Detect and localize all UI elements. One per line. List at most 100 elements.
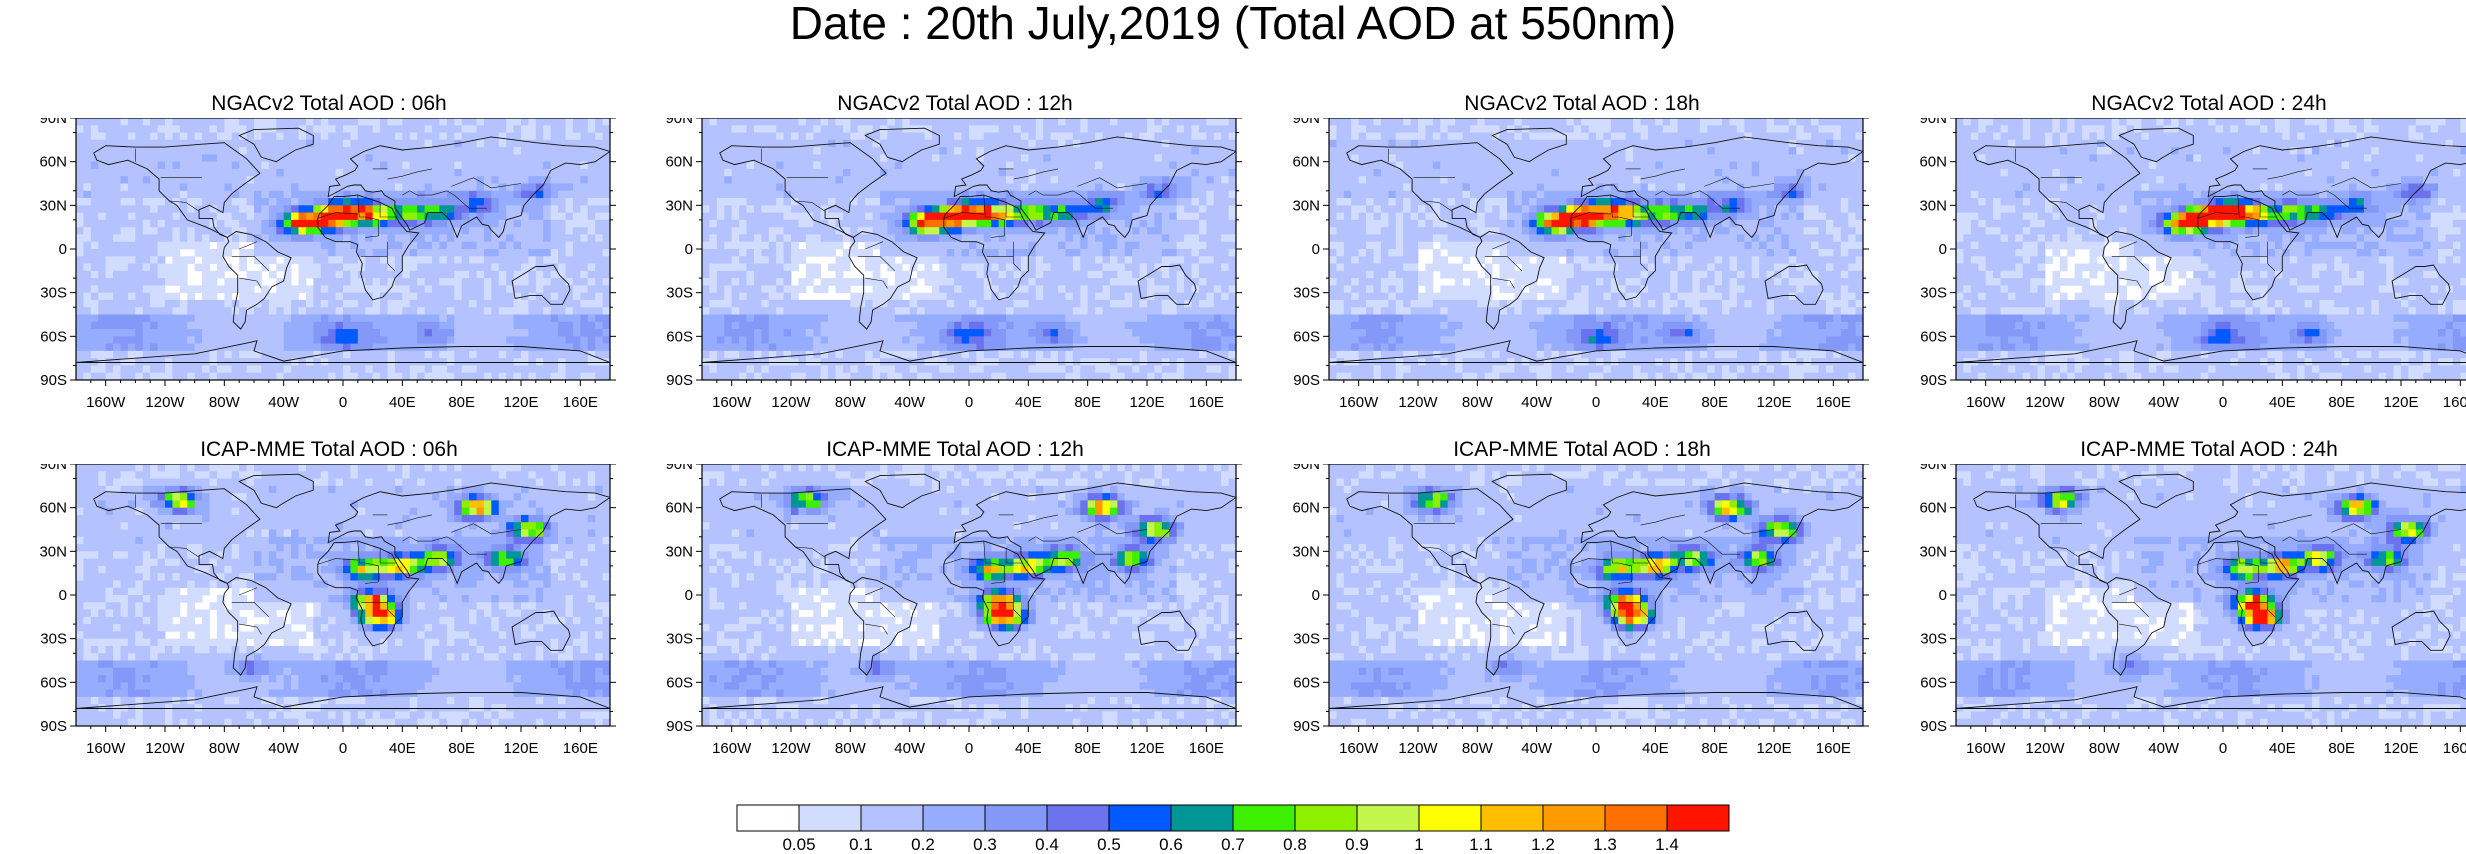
lon-tick-label: 160E <box>2443 394 2466 411</box>
lon-tick-label: 0 <box>965 740 973 757</box>
lat-tick-label: 90S <box>666 372 693 389</box>
colorbar-label: 0.7 <box>1221 835 1245 852</box>
lon-tick-label: 120E <box>1129 394 1164 411</box>
lat-tick-label: 30S <box>1293 285 1320 302</box>
lat-tick-label: 30N <box>39 197 67 214</box>
lat-tick-label: 90S <box>1920 718 1947 735</box>
lon-tick-label: 120E <box>1129 740 1164 757</box>
aod-field <box>1956 118 2466 380</box>
lon-tick-label: 120E <box>1756 394 1791 411</box>
lon-tick-label: 80W <box>2089 394 2121 411</box>
colorbar-swatch <box>984 804 1048 832</box>
lon-tick-label: 80W <box>1462 740 1494 757</box>
lon-tick-label: 120W <box>2025 394 2065 411</box>
lon-tick-label: 40E <box>1642 740 1669 757</box>
colorbar-swatch <box>1232 804 1296 832</box>
map-panel: NGACv2 Total AOD : 18h 90N 60N 30N 0 30S 60S 90… <box>1283 92 1903 434</box>
lon-tick-label: 160E <box>2443 740 2466 757</box>
coastlines <box>1329 473 1863 709</box>
lat-tick-label: 60S <box>666 674 693 691</box>
lat-tick-label: 30N <box>665 543 693 560</box>
panel-title: NGACv2 Total AOD : 24h <box>1942 92 2466 116</box>
coastlines <box>1956 473 2466 709</box>
lon-tick-label: 160W <box>1339 394 1379 411</box>
lon-tick-label: 40E <box>1642 394 1669 411</box>
lon-tick-label: 120E <box>1756 740 1791 757</box>
world-map: 90N 60N 30N 0 30S 60S 90S 160W 120W 80W 40W 0 40E 80E… <box>1919 464 2466 757</box>
lon-tick-label: 160W <box>1339 740 1379 757</box>
lon-tick-label: 40W <box>894 740 926 757</box>
lon-tick-label: 80E <box>2328 394 2355 411</box>
panel-title: ICAP-MME Total AOD : 18h <box>1315 438 1849 462</box>
world-map: 90N 60N 30N 0 30S 60S 90S 160W 120W 80W 40W 0 40E 80E… <box>1292 118 1869 411</box>
lat-tick-label: 0 <box>59 241 67 258</box>
lat-tick-label: 30S <box>666 631 693 648</box>
lat-tick-label: 90N <box>665 464 693 473</box>
colorbar-label: 1.3 <box>1593 835 1617 852</box>
lon-tick-label: 160E <box>1816 394 1851 411</box>
lat-tick-label: 30N <box>1292 543 1320 560</box>
lat-tick-label: 30N <box>665 197 693 214</box>
colorbar-label: 0.6 <box>1159 835 1183 852</box>
colorbar-swatch <box>1542 804 1606 832</box>
lon-tick-label: 80E <box>1701 394 1728 411</box>
lon-tick-label: 80W <box>209 740 241 757</box>
coastlines <box>1956 127 2466 363</box>
lat-tick-label: 90N <box>1919 118 1947 127</box>
lat-tick-label: 0 <box>1312 241 1320 258</box>
aod-field <box>76 464 610 726</box>
lon-tick-label: 160E <box>563 394 598 411</box>
lat-tick-label: 90N <box>39 118 67 127</box>
lon-tick-label: 120W <box>2025 740 2065 757</box>
colorbar-label: 1.1 <box>1469 835 1493 852</box>
colorbar: 0.05 0.1 0.2 0.3 0.4 0.5 0.6 0.7 0.8 0.9 1 1.1 1.2 1.… <box>736 804 1730 852</box>
colorbar-label: 0.3 <box>973 835 997 852</box>
lon-tick-label: 120E <box>503 394 538 411</box>
lat-tick-label: 90S <box>40 718 67 735</box>
lat-tick-label: 30N <box>1919 197 1947 214</box>
coastlines <box>76 473 610 709</box>
lat-tick-label: 30S <box>40 631 67 648</box>
lon-tick-label: 160W <box>712 394 752 411</box>
page-title: Date : 20th July,2019 (Total AOD at 550n… <box>0 0 2466 46</box>
lon-tick-label: 120W <box>145 394 185 411</box>
lon-tick-label: 80W <box>2089 740 2121 757</box>
colorbar-swatch <box>798 804 862 832</box>
lat-tick-label: 90N <box>39 464 67 473</box>
lon-tick-label: 160E <box>563 740 598 757</box>
map-panel: ICAP-MME Total AOD : 24h 90N 60N 30N 0 30S 60S… <box>1910 438 2466 780</box>
lat-tick-label: 60S <box>666 328 693 345</box>
colorbar-label: 0.9 <box>1345 835 1369 852</box>
colorbar-label: 0.4 <box>1035 835 1059 852</box>
lat-tick-label: 60S <box>1293 674 1320 691</box>
lat-tick-label: 30S <box>666 285 693 302</box>
lon-tick-label: 160E <box>1189 740 1224 757</box>
lat-tick-label: 0 <box>1939 241 1947 258</box>
map-panel: NGACv2 Total AOD : 12h 90N 60N 30N 0 30S 60S 90… <box>656 92 1276 434</box>
lat-tick-label: 60N <box>1919 154 1947 171</box>
colorbar-swatch <box>1294 804 1358 832</box>
lat-tick-label: 60S <box>1293 328 1320 345</box>
lon-tick-label: 40W <box>1521 394 1553 411</box>
colorbar-label: 0.2 <box>911 835 935 852</box>
lon-tick-label: 40W <box>268 394 300 411</box>
panel-title: NGACv2 Total AOD : 12h <box>688 92 1222 116</box>
lat-tick-label: 60N <box>39 154 67 171</box>
colorbar-swatch <box>736 804 800 832</box>
colorbar-label: 1.4 <box>1655 835 1679 852</box>
lat-tick-label: 60N <box>1292 154 1320 171</box>
lon-tick-label: 160E <box>1816 740 1851 757</box>
lat-tick-label: 90S <box>40 372 67 389</box>
lon-tick-label: 80E <box>1701 740 1728 757</box>
colorbar-label: 1 <box>1414 835 1423 852</box>
lat-tick-label: 90N <box>665 118 693 127</box>
lon-tick-label: 40W <box>2148 740 2180 757</box>
lon-tick-label: 160E <box>1189 394 1224 411</box>
map-panel: ICAP-MME Total AOD : 12h 90N 60N 30N 0 30S 60S… <box>656 438 1276 780</box>
coastlines <box>702 473 1236 709</box>
lon-tick-label: 120W <box>145 740 185 757</box>
lat-tick-label: 30N <box>39 543 67 560</box>
world-map: 90N 60N 30N 0 30S 60S 90S 160W 120W 80W 40W 0 40E 80E… <box>1292 464 1869 757</box>
colorbar-swatch <box>1480 804 1544 832</box>
panel-title: ICAP-MME Total AOD : 24h <box>1942 438 2466 462</box>
